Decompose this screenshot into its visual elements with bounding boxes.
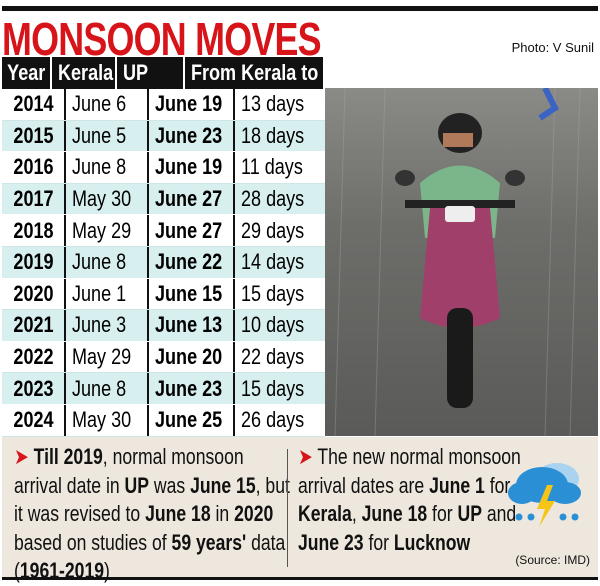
table-row: 2018 May 29 June 27 29 days bbox=[2, 215, 325, 247]
note-text: was bbox=[149, 472, 191, 498]
table-row: 2015 June 5 June 23 18 days bbox=[2, 120, 325, 153]
year-cell: 2024 bbox=[12, 407, 54, 433]
note-text: for bbox=[484, 472, 511, 498]
days-cell: 29 days bbox=[241, 217, 305, 243]
days-cell: 28 days bbox=[241, 186, 305, 212]
note-text: June 18 bbox=[361, 501, 428, 526]
year-cell: 2022 bbox=[12, 344, 54, 370]
up-cell: June 22 bbox=[155, 249, 223, 275]
year-cell: 2017 bbox=[12, 186, 54, 212]
note-text: June 1 bbox=[429, 472, 485, 498]
year-cell: 2019 bbox=[12, 249, 54, 275]
note-text: in bbox=[210, 501, 235, 526]
note-text: Kerala bbox=[298, 501, 352, 526]
kerala-cell: June 3 bbox=[72, 312, 127, 338]
source-note: (Source: IMD) bbox=[515, 553, 590, 567]
note-text: , bbox=[351, 501, 362, 526]
kerala-cell: June 8 bbox=[72, 154, 127, 180]
kerala-cell: May 29 bbox=[72, 344, 132, 370]
note-text: The new normal monsoon arrival dates are bbox=[298, 444, 521, 498]
note-text: and bbox=[481, 501, 517, 526]
note-text: Lucknow bbox=[393, 529, 471, 555]
kerala-cell: May 30 bbox=[72, 186, 132, 212]
days-cell: 11 days bbox=[241, 154, 303, 180]
year-cell: 2018 bbox=[12, 217, 54, 243]
header-kerala: Kerala bbox=[57, 60, 113, 85]
divider bbox=[287, 449, 288, 567]
note-text: ) bbox=[104, 558, 110, 583]
note-text: 1961-2019 bbox=[19, 558, 105, 583]
photo-scooter-rider-in-rain bbox=[325, 88, 598, 436]
table-row: 2022 May 29 June 20 22 days bbox=[2, 341, 325, 374]
note-text: 59 years' bbox=[171, 529, 247, 555]
kerala-cell: June 5 bbox=[72, 122, 127, 148]
red-arrow-icon: ➤ bbox=[14, 444, 34, 469]
top-rule bbox=[2, 6, 598, 11]
days-cell: 10 days bbox=[241, 312, 305, 338]
table-row: 2019 June 8 June 22 14 days bbox=[2, 246, 325, 279]
note-text: for bbox=[363, 529, 394, 555]
up-cell: June 19 bbox=[155, 91, 223, 117]
up-cell: June 19 bbox=[155, 154, 223, 180]
note-text: based on studies of bbox=[14, 529, 172, 555]
note-text: June 18 bbox=[145, 501, 211, 526]
table-row: 2021 June 3 June 13 10 days bbox=[2, 310, 325, 342]
year-cell: 2023 bbox=[12, 375, 54, 401]
days-cell: 13 days bbox=[241, 91, 305, 117]
notes-panel: ➤ Till 2019, normal monsoon arrival date… bbox=[2, 437, 598, 583]
note-till-2019: ➤ Till 2019, normal monsoon arrival date… bbox=[14, 443, 290, 586]
note-text: Till 2019 bbox=[33, 444, 103, 469]
note-text: June 23 bbox=[298, 529, 364, 555]
up-cell: June 23 bbox=[155, 122, 223, 148]
kerala-cell: May 30 bbox=[72, 407, 132, 433]
year-cell: 2020 bbox=[12, 280, 54, 306]
note-text: , but it was revised to bbox=[14, 472, 290, 527]
rain-cloud-lightning-icon bbox=[508, 463, 581, 527]
days-cell: 26 days bbox=[241, 407, 305, 433]
kerala-cell: May 29 bbox=[72, 217, 132, 243]
up-cell: June 15 bbox=[155, 280, 223, 306]
table-row: 2023 June 8 June 23 15 days bbox=[2, 373, 325, 405]
table-row: 2017 May 30 June 27 28 days bbox=[2, 183, 325, 216]
up-cell: June 27 bbox=[155, 186, 223, 212]
days-cell: 15 days bbox=[241, 280, 305, 306]
note-text: 2020 bbox=[234, 501, 274, 526]
up-cell: June 25 bbox=[155, 407, 223, 433]
kerala-cell: June 8 bbox=[72, 375, 127, 401]
kerala-cell: June 1 bbox=[72, 280, 127, 306]
note-text: data ( bbox=[14, 529, 286, 584]
note-text: UP bbox=[124, 472, 149, 498]
kerala-cell: June 8 bbox=[72, 249, 127, 275]
table-row: 2020 June 1 June 15 15 days bbox=[2, 278, 325, 311]
header-up: UP bbox=[123, 60, 149, 85]
days-cell: 14 days bbox=[241, 249, 305, 275]
year-cell: 2016 bbox=[12, 154, 54, 180]
table-row: 2014 June 6 June 19 13 days bbox=[2, 89, 325, 121]
monsoon-table: Year Kerala UP From Kerala to UP 2014 Jun… bbox=[2, 57, 325, 437]
header-year: Year bbox=[6, 60, 45, 85]
days-cell: 15 days bbox=[241, 375, 305, 401]
note-text: , normal monsoon arrival date in bbox=[14, 444, 244, 498]
note-text: June 15 bbox=[190, 472, 256, 498]
page-title: MONSOON MOVES bbox=[2, 13, 322, 65]
note-text: for bbox=[427, 501, 458, 526]
year-cell: 2015 bbox=[12, 122, 54, 148]
days-cell: 18 days bbox=[241, 122, 305, 148]
table-row: 2024 May 30 June 25 26 days bbox=[2, 404, 325, 437]
up-cell: June 27 bbox=[155, 217, 223, 243]
header-gap: From Kerala to UP bbox=[191, 60, 323, 85]
photo-credit: Photo: V Sunil bbox=[511, 40, 594, 55]
days-cell: 22 days bbox=[241, 344, 305, 370]
kerala-cell: June 6 bbox=[72, 91, 127, 117]
year-cell: 2021 bbox=[12, 312, 54, 338]
up-cell: June 13 bbox=[155, 312, 223, 338]
red-arrow-icon: ➤ bbox=[298, 444, 318, 469]
year-cell: 2014 bbox=[12, 91, 54, 117]
note-text: UP bbox=[457, 501, 482, 526]
note-new-normal: ➤ The new normal monsoon arrival dates a… bbox=[298, 443, 538, 557]
up-cell: June 23 bbox=[155, 375, 223, 401]
up-cell: June 20 bbox=[155, 344, 223, 370]
table-header: Year Kerala UP From Kerala to UP bbox=[2, 57, 325, 89]
table-row: 2016 June 8 June 19 11 days bbox=[2, 152, 325, 184]
